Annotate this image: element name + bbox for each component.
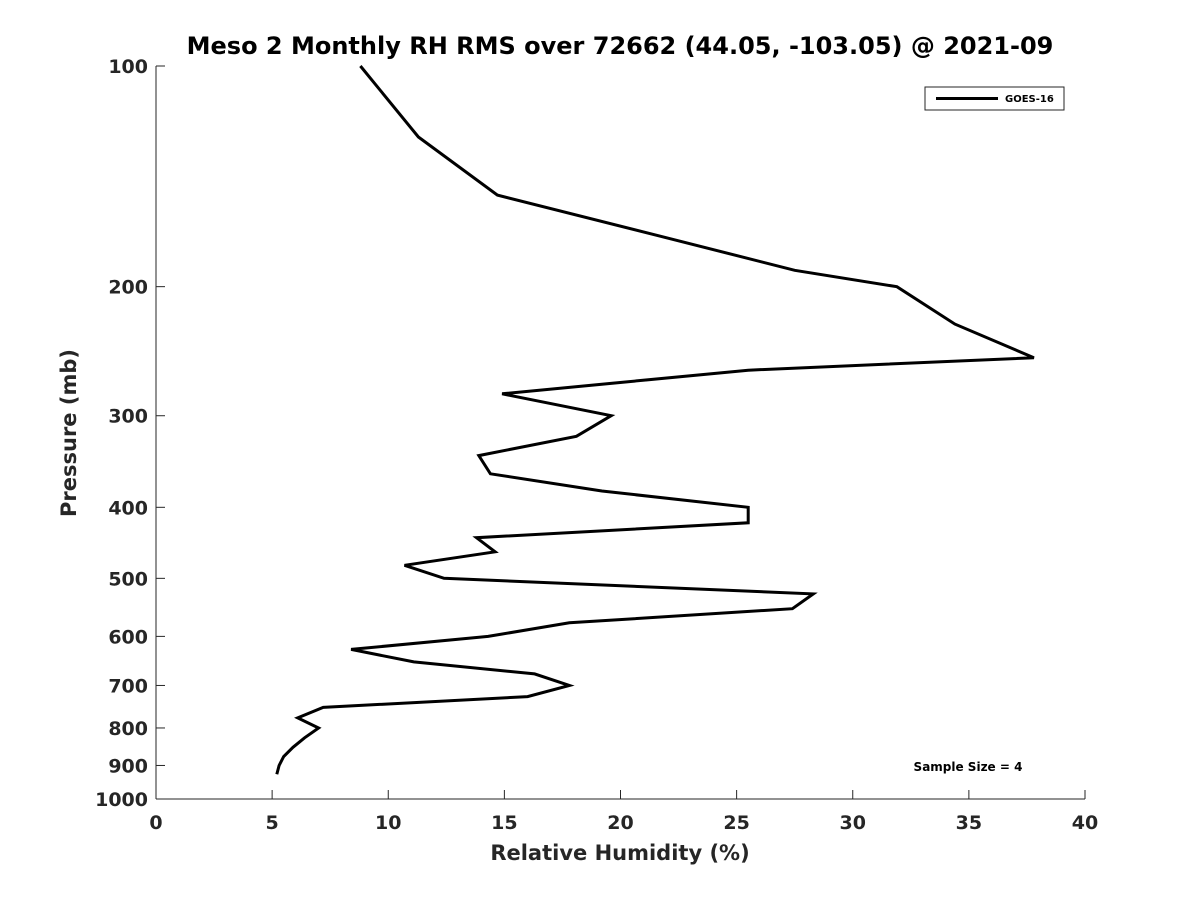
y-axis-ticks: 100 200 300 400 500 600 700 800 900 1000 bbox=[95, 56, 165, 811]
y-tick-label: 200 bbox=[108, 277, 148, 299]
y-tick-label: 700 bbox=[108, 675, 148, 697]
x-axis-ticks: 0 5 10 15 20 25 30 35 40 bbox=[149, 790, 1098, 834]
y-tick-label: 1000 bbox=[95, 789, 148, 811]
x-tick-label: 30 bbox=[840, 812, 866, 834]
x-tick-label: 15 bbox=[491, 812, 517, 834]
series-layer bbox=[275, 65, 1035, 775]
chart-title: Meso 2 Monthly RH RMS over 72662 (44.05,… bbox=[187, 32, 1054, 60]
x-tick-label: 40 bbox=[1072, 812, 1098, 834]
y-tick-label: 400 bbox=[108, 497, 148, 519]
series-line-goes-16 bbox=[275, 65, 1035, 775]
y-tick-label: 500 bbox=[108, 568, 148, 590]
y-tick-label: 600 bbox=[108, 626, 148, 648]
legend-label-goes-16: GOES-16 bbox=[1005, 94, 1054, 105]
x-tick-label: 10 bbox=[375, 812, 401, 834]
y-tick-label: 900 bbox=[108, 755, 148, 777]
y-tick-label: 300 bbox=[108, 406, 148, 428]
x-tick-label: 25 bbox=[723, 812, 749, 834]
legend: GOES-16 bbox=[924, 86, 1065, 111]
sample-size-annotation: Sample Size = 4 bbox=[914, 760, 1023, 774]
y-axis-label: Pressure (mb) bbox=[57, 349, 81, 517]
x-tick-label: 0 bbox=[149, 812, 162, 834]
x-tick-label: 20 bbox=[607, 812, 633, 834]
y-tick-label: 800 bbox=[108, 718, 148, 740]
x-tick-label: 5 bbox=[266, 812, 279, 834]
y-tick-label: 100 bbox=[108, 56, 148, 78]
x-tick-label: 35 bbox=[956, 812, 982, 834]
x-axis-label: Relative Humidity (%) bbox=[490, 841, 749, 865]
